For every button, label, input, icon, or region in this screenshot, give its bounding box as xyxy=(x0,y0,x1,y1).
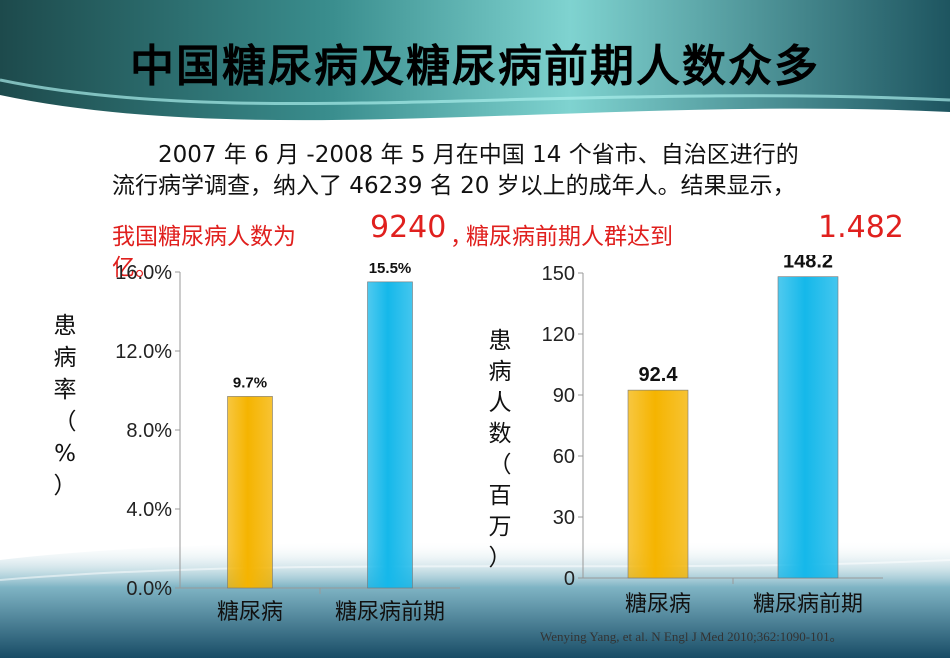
y-tick-label: 150 xyxy=(542,263,575,285)
population-chart: 0 30 60 90 120 150 92.4 糖尿病 148.2 糖尿病前期 患病人数（百万） xyxy=(489,255,883,617)
highlight-text-b: 糖尿病前期人群达到 xyxy=(466,224,673,250)
y-tick-label: 30 xyxy=(553,507,575,529)
intro-paragraph: 2007 年 6 月 -2008 年 5 月在中国 14 个省市、自治区进行的 … xyxy=(112,140,942,202)
y-tick-label: 120 xyxy=(542,324,575,346)
highlight-comma: ， xyxy=(450,224,473,250)
bar-value-label: 15.5% xyxy=(369,260,412,277)
y-tick-label: 8.0% xyxy=(126,420,172,442)
citation: Wenying Yang, et al. N Engl J Med 2010;3… xyxy=(540,629,843,644)
y-axis-label: 患病率（%） xyxy=(54,313,77,499)
x-category-label: 糖尿病前期 xyxy=(335,600,445,625)
intro-line-2: 流行病学调查，纳入了 46239 名 20 岁以上的成年人。结果显示， xyxy=(112,173,796,199)
y-axis-label: 患病人数（百万） xyxy=(489,328,512,571)
bar-diabetes xyxy=(227,396,273,589)
highlight-number-2: 1.482 xyxy=(818,210,904,245)
highlight-unit: 亿。 xyxy=(112,255,158,281)
x-category-label: 糖尿病 xyxy=(217,600,283,625)
bar-prediabetes xyxy=(367,281,413,589)
bar-value-label: 9.7% xyxy=(233,374,267,391)
bar-diabetes xyxy=(627,389,689,579)
y-tick-label: 0 xyxy=(564,568,575,590)
y-tick-label: 60 xyxy=(553,446,575,468)
highlight-number-1: 9240 xyxy=(370,210,447,245)
x-category-label: 糖尿病前期 xyxy=(753,592,863,617)
bar-value-label: 148.2 xyxy=(783,255,833,273)
highlight-text-a: 我国糖尿病人数为 xyxy=(112,224,296,250)
y-tick-label: 12.0% xyxy=(115,341,172,363)
x-category-label: 糖尿病 xyxy=(625,592,691,617)
y-tick-label: 0.0% xyxy=(126,578,172,600)
intro-line-1: 2007 年 6 月 -2008 年 5 月在中国 14 个省市、自治区进行的 xyxy=(158,142,799,168)
prevalence-chart: 0.0% 4.0% 8.0% 12.0% 16.0% 9.7% 糖尿病 15.5% 糖尿病前期 患… xyxy=(54,260,460,625)
page-title: 中国糖尿病及糖尿病前期人数众多 xyxy=(130,41,820,92)
y-tick-label: 16.0% xyxy=(115,262,172,284)
bar-prediabetes xyxy=(777,276,839,579)
y-tick-label: 4.0% xyxy=(126,499,172,521)
bar-value-label: 92.4 xyxy=(639,364,679,386)
y-tick-label: 90 xyxy=(553,385,575,407)
